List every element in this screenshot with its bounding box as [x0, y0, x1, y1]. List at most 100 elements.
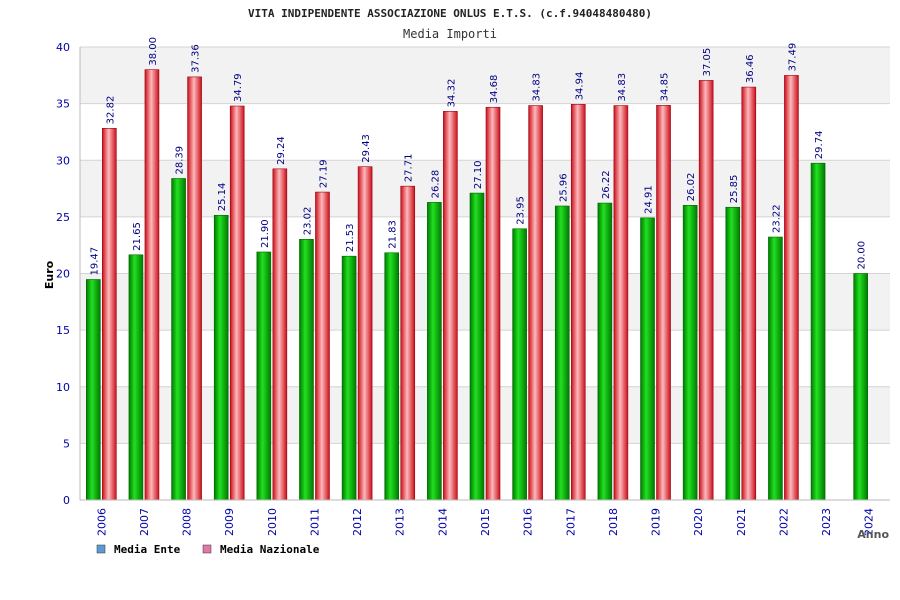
value-label: 24.91 [644, 185, 655, 214]
legend: Media Ente Media Nazionale [96, 543, 320, 556]
bar-media-nazionale [400, 185, 416, 501]
bar-media-ente [853, 273, 868, 501]
value-label: 38.00 [148, 37, 159, 66]
bar-media-nazionale [485, 106, 501, 501]
x-axis: 2006 2007 2008 2009 2010 2011 2012 2013 2014 2015… [95, 508, 875, 536]
legend-label-media-nazionale: Media Nazionale [220, 543, 320, 556]
value-labels: 19.47 32.82 21.65 38.00 28.39 37.36 25.14 34.79… [89, 37, 867, 275]
x-tick-label: 2014 [436, 508, 449, 536]
y-axis: 0 5 10 15 20 25 30 35 40 [56, 41, 70, 507]
value-label: 25.85 [729, 175, 740, 204]
x-tick-label: 2024 [863, 508, 876, 536]
y-axis-title: Euro [43, 260, 56, 289]
x-tick-label: 2022 [777, 508, 790, 536]
x-tick-label: 2019 [650, 508, 663, 536]
x-tick-label: 2007 [138, 508, 151, 536]
value-label: 23.02 [302, 207, 313, 236]
bar-media-ente [384, 252, 400, 501]
value-label: 25.14 [217, 183, 228, 212]
y-tick-label: 30 [56, 154, 70, 167]
bar-media-ente [128, 254, 144, 501]
legend-label-media-ente: Media Ente [114, 543, 181, 556]
value-label: 21.53 [345, 224, 356, 253]
bar-media-nazionale [272, 168, 288, 501]
bar-media-ente [256, 251, 272, 501]
x-tick-label: 2011 [308, 508, 321, 536]
y-tick-label: 20 [56, 268, 70, 281]
bar-media-ente [810, 162, 826, 501]
x-tick-label: 2008 [181, 508, 194, 536]
x-tick-label: 2009 [223, 508, 236, 536]
y-tick-label: 15 [56, 324, 70, 337]
value-label: 19.47 [89, 247, 100, 276]
legend-item-media-nazionale: Media Nazionale [202, 543, 320, 556]
value-label: 27.19 [318, 159, 329, 188]
value-label: 21.90 [260, 219, 271, 248]
bar-media-ente [171, 178, 186, 501]
bar-media-ente [213, 214, 229, 501]
y-tick-label: 5 [63, 437, 70, 450]
value-label: 26.22 [601, 170, 612, 199]
bar-series [86, 69, 868, 501]
value-label: 21.65 [132, 222, 143, 251]
bar-media-ente [725, 206, 741, 501]
value-label: 32.82 [105, 96, 116, 125]
x-tick-label: 2015 [479, 508, 492, 536]
x-axis-title: Anno [857, 528, 889, 541]
value-label: 34.68 [489, 75, 500, 104]
x-tick-label: 2020 [692, 508, 705, 536]
y-tick-label: 0 [63, 494, 70, 507]
value-label: 34.85 [660, 73, 671, 102]
x-tick-label: 2012 [351, 508, 364, 536]
value-label: 20.00 [857, 241, 868, 270]
bar-media-ente [341, 255, 357, 501]
value-label: 25.96 [558, 173, 569, 202]
value-label: 28.39 [175, 146, 186, 175]
value-label: 34.94 [574, 72, 585, 101]
bar-media-nazionale [315, 191, 330, 501]
bar-media-ente [427, 202, 442, 501]
bar-media-ente [86, 279, 101, 501]
y-tick-label: 35 [56, 98, 70, 111]
value-label: 36.46 [745, 54, 756, 83]
value-label: 21.83 [388, 220, 399, 249]
x-tick-label: 2016 [522, 508, 535, 536]
value-label: 37.36 [191, 44, 202, 73]
bar-media-ente [768, 236, 783, 501]
bar-media-ente [640, 217, 655, 501]
value-label: 34.83 [617, 73, 628, 102]
bar-media-nazionale [656, 105, 671, 501]
legend-item-media-ente: Media Ente [96, 543, 181, 556]
bar-media-ente [554, 205, 570, 501]
value-label: 29.74 [814, 131, 825, 160]
y-tick-label: 10 [56, 381, 70, 394]
bar-media-ente [299, 238, 314, 501]
y-tick-label: 40 [56, 41, 70, 54]
bar-media-nazionale [102, 128, 117, 501]
bar-media-ente [469, 192, 485, 501]
bar-media-nazionale [187, 76, 202, 501]
bar-media-nazionale [698, 80, 714, 501]
value-label: 26.28 [430, 170, 441, 199]
x-tick-label: 2006 [95, 508, 108, 536]
bar-media-ente [682, 205, 698, 501]
bar-media-nazionale [570, 104, 586, 501]
value-label: 27.10 [473, 160, 484, 189]
value-label: 23.95 [516, 196, 527, 225]
x-tick-label: 2017 [564, 508, 577, 536]
value-label: 26.02 [686, 173, 697, 202]
legend-swatch-media-ente [96, 544, 106, 554]
value-label: 37.05 [702, 48, 713, 77]
bar-media-ente [512, 228, 527, 501]
bar-media-nazionale [443, 111, 458, 501]
value-label: 29.24 [276, 136, 287, 165]
value-label: 34.32 [446, 79, 457, 108]
x-tick-label: 2018 [607, 508, 620, 536]
x-tick-label: 2013 [394, 508, 407, 536]
value-label: 34.79 [233, 73, 244, 102]
x-tick-label: 2023 [820, 508, 833, 536]
bar-media-ente [597, 202, 613, 501]
value-label: 29.43 [361, 134, 372, 163]
value-label: 27.71 [404, 154, 415, 183]
